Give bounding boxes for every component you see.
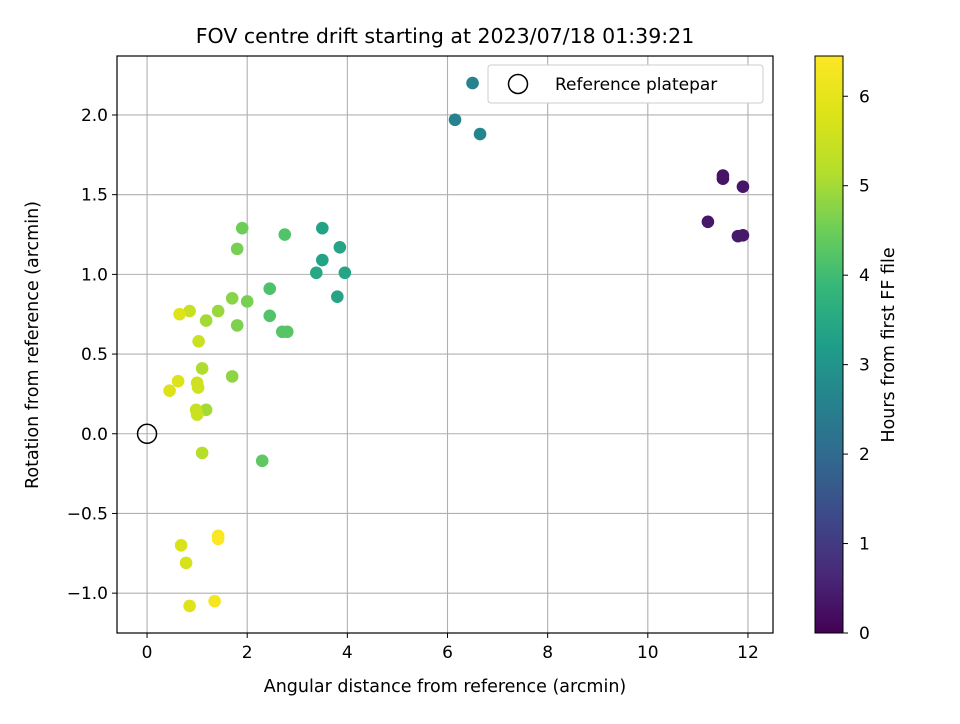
y-axis-label: Rotation from reference (arcmin) [23, 201, 43, 489]
data-point [263, 282, 277, 296]
colorbar-tick-label: 3 [859, 356, 870, 376]
plot-frame [116, 55, 774, 634]
data-point [736, 229, 750, 242]
data-point [736, 180, 750, 194]
data-point [183, 304, 196, 318]
colorbar-label: Hours from first FF file [879, 247, 899, 442]
reference-platepar-marker [136, 423, 158, 445]
legend: Reference platepar [487, 64, 764, 104]
data-point [278, 228, 292, 241]
legend-label-reference: Reference platepar [555, 75, 717, 95]
data-point [310, 266, 323, 280]
data-point [316, 253, 329, 267]
data-point [331, 290, 344, 303]
data-point [466, 76, 479, 90]
data-point [235, 221, 249, 235]
chart-title: FOV centre drift starting at 2023/07/18 … [196, 24, 695, 48]
legend-box [487, 64, 764, 104]
data-point [448, 113, 462, 127]
data-point [338, 266, 352, 280]
colorbar-ticks: 0 1 2 3 4 5 6 [843, 87, 870, 644]
data-point [171, 374, 185, 388]
colorbar-tick-label: 2 [859, 445, 870, 465]
reference-marker-layer [136, 423, 158, 445]
colorbar-tick-label: 6 [859, 87, 870, 107]
y-tick-label: −1.0 [67, 584, 108, 604]
data-point [195, 446, 209, 460]
x-tick-label: 6 [442, 643, 453, 663]
data-points [163, 76, 750, 613]
grid-lines [117, 56, 773, 633]
data-point [183, 599, 196, 613]
data-point [199, 314, 213, 327]
data-point [211, 304, 225, 318]
data-point [191, 381, 205, 394]
data-point [716, 172, 730, 186]
data-point [192, 335, 205, 348]
data-point [225, 291, 239, 305]
data-point [473, 127, 487, 141]
legend-reference-marker [507, 73, 529, 95]
y-tick-label: 1.5 [81, 186, 108, 206]
data-point [163, 384, 176, 398]
data-point [333, 240, 347, 254]
colorbar-tick-label: 4 [859, 266, 870, 286]
y-tick-label: 0.0 [81, 425, 108, 445]
data-point [190, 408, 204, 421]
y-tick-label: 0.5 [81, 345, 108, 365]
colorbar-gradient [814, 55, 844, 634]
data-point [225, 370, 239, 383]
data-point [195, 362, 209, 375]
colorbar: 0 1 2 3 4 5 6 Hours from first FF file [814, 55, 899, 644]
x-tick-label: 2 [242, 643, 253, 663]
data-point [174, 539, 188, 552]
y-tick-label: 2.0 [81, 106, 108, 126]
x-tick-label: 10 [637, 643, 659, 663]
x-tick-label: 4 [342, 643, 353, 663]
y-axis-ticks: −1.0 −0.5 0.0 0.5 1.0 1.5 2.0 [67, 106, 117, 604]
data-point [701, 215, 715, 229]
colorbar-tick-label: 1 [859, 535, 870, 555]
data-point [275, 325, 289, 339]
data-point [211, 532, 225, 546]
x-axis-label: Angular distance from reference (arcmin) [264, 677, 627, 697]
x-tick-label: 0 [142, 643, 153, 663]
data-point [240, 295, 254, 308]
colorbar-tick-label: 0 [859, 624, 870, 644]
data-point [316, 221, 329, 235]
x-tick-label: 12 [737, 643, 759, 663]
x-tick-label: 8 [542, 643, 553, 663]
data-point [230, 319, 244, 332]
data-point [173, 307, 186, 321]
x-axis-ticks: 0 2 4 6 8 10 12 [142, 633, 759, 663]
y-tick-label: 1.0 [81, 265, 108, 285]
colorbar-tick-label: 5 [859, 177, 870, 197]
data-point [263, 309, 277, 323]
data-point [255, 454, 269, 468]
data-point [179, 556, 193, 570]
y-tick-label: −0.5 [67, 504, 108, 524]
data-point [208, 594, 221, 608]
data-point [230, 242, 244, 256]
